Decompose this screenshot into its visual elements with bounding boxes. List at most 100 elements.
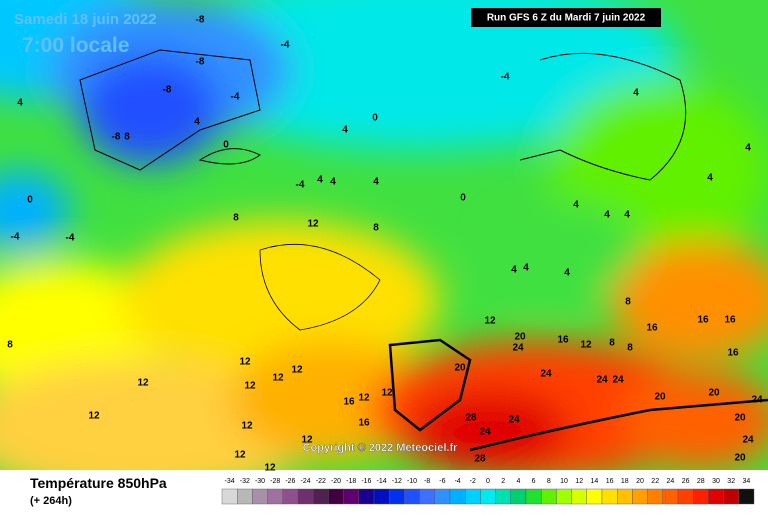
legend-label: 20 [636, 478, 644, 485]
legend-swatch [297, 488, 314, 505]
contour-label: 12 [264, 463, 276, 474]
contour-label: 4 [317, 175, 323, 186]
contour-label: -4 [231, 92, 240, 103]
legend-swatch [632, 488, 648, 505]
contour-label: 12 [381, 388, 393, 399]
contour-label: 0 [223, 140, 229, 151]
legend-swatch [358, 488, 375, 505]
legend-label: -12 [392, 478, 402, 485]
contour-label: 8 [7, 340, 13, 351]
legend-label: -22 [316, 478, 326, 485]
contour-label: 12 [272, 373, 284, 384]
contour-label: 4 [330, 177, 336, 188]
legend-swatch [252, 488, 268, 505]
contour-label: -4 [66, 233, 75, 244]
time: 7:00 locale [22, 34, 129, 57]
legend: -34 -32 -30 -28 -26 -24 -22 -20 -18 -16 -14 -12 -10-… [221, 478, 755, 505]
contour-label: 16 [724, 315, 736, 326]
contour-label: 4 [604, 210, 610, 221]
contour-label: 20 [514, 332, 526, 343]
contour-label: 16 [358, 418, 370, 429]
legend-swatch [282, 488, 299, 505]
contour-label: -4 [501, 72, 510, 83]
legend-label: -16 [361, 478, 371, 485]
legend-label: 4 [516, 478, 520, 485]
legend-label: 2 [501, 478, 505, 485]
legend-swatch [313, 488, 329, 505]
legend-label: -34 [225, 478, 235, 485]
legend-swatch [495, 488, 512, 505]
contour-label: 4 [624, 210, 630, 221]
legend-label: -2 [470, 478, 476, 485]
contour-label: 12 [239, 357, 251, 368]
contour-label: 8 [233, 213, 239, 224]
legend-label: 10 [560, 478, 568, 485]
contour-label: 4 [523, 263, 529, 274]
legend-swatch [236, 488, 253, 505]
legend-swatch [373, 488, 390, 505]
legend-swatch [480, 488, 496, 505]
contour-label: 12 [88, 411, 100, 422]
contour-label: 24 [612, 375, 624, 386]
variable-title: Température 850hPa [30, 475, 167, 491]
contour-label: 16 [697, 315, 709, 326]
legend-label: 0 [486, 478, 490, 485]
contour-label: 4 [194, 117, 200, 128]
legend-swatch [693, 488, 709, 505]
legend-label: 18 [621, 478, 629, 485]
legend-label: -28 [270, 478, 280, 485]
legend-swatch [662, 488, 679, 505]
legend-swatch [449, 488, 466, 505]
contour-label: 4 [17, 98, 23, 109]
legend-swatch [541, 488, 557, 505]
legend-label: -4 [454, 478, 460, 485]
legend-swatch [556, 488, 572, 505]
legend-swatch [221, 488, 238, 505]
contour-label: 8 [625, 297, 631, 308]
contour-label: 16 [727, 348, 739, 359]
legend-label: -18 [346, 478, 356, 485]
legend-label: -20 [331, 478, 341, 485]
contour-label: 4 [564, 268, 570, 279]
contour-label: 12 [307, 219, 319, 230]
contour-label: -8 [112, 132, 121, 143]
legend-label: 8 [547, 478, 551, 485]
contour-label: 20 [454, 363, 466, 374]
legend-label: -24 [301, 478, 311, 485]
legend-label: 28 [697, 478, 705, 485]
contour-label: -4 [296, 180, 305, 191]
legend-swatch [617, 488, 633, 505]
contour-label: 4 [573, 200, 579, 211]
contour-label: 4 [373, 177, 379, 188]
contour-label: 16 [646, 323, 658, 334]
contour-label: 0 [460, 193, 466, 204]
contour-label: 0 [372, 113, 378, 124]
legend-label: 22 [651, 478, 659, 485]
contour-label: 4 [633, 88, 639, 99]
contour-label: 8 [627, 343, 633, 354]
contour-label: 12 [301, 435, 313, 446]
legend-swatch [738, 488, 755, 505]
contour-label: -8 [196, 15, 205, 26]
legend-label: -8 [424, 478, 430, 485]
legend-label: -14 [377, 478, 387, 485]
legend-label: -6 [439, 478, 445, 485]
legend-swatch [708, 488, 724, 505]
contour-label: 24 [540, 369, 552, 380]
legend-label: -30 [255, 478, 265, 485]
contour-label: 4 [511, 265, 517, 276]
legend-label: -10 [407, 478, 417, 485]
contour-label: 24 [479, 427, 491, 438]
map-field [0, 0, 768, 470]
contour-label: 8 [373, 223, 379, 234]
contour-label: 12 [484, 316, 496, 327]
contour-label: -8 [196, 57, 205, 68]
contour-label: 0 [27, 195, 33, 206]
copyright: Copyright © 2022 Meteociel.fr [303, 442, 459, 454]
contour-label: 24 [742, 435, 754, 446]
contour-label: 24 [751, 395, 763, 406]
legend-swatch [434, 488, 451, 505]
legend-swatch [571, 488, 587, 505]
legend-label: 30 [712, 478, 720, 485]
contour-label: 12 [241, 421, 253, 432]
